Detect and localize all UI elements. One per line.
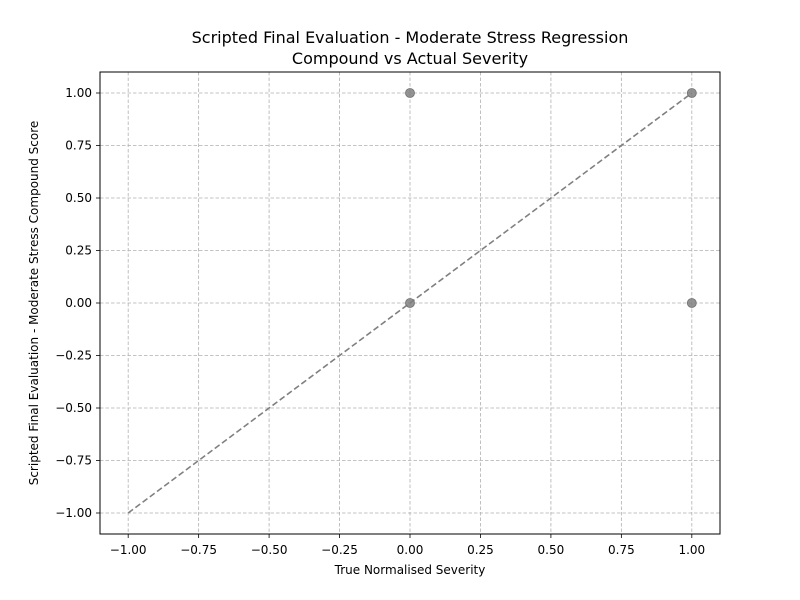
y-tick-label: −0.50: [55, 401, 92, 415]
data-point: [686, 88, 697, 98]
y-tick-label: 0.25: [65, 244, 92, 258]
chart-subtitle: Compound vs Actual Severity: [292, 49, 528, 68]
y-tick-label: −0.25: [55, 349, 92, 363]
data-point: [405, 88, 415, 98]
x-tick-label: −0.25: [321, 543, 358, 557]
y-tick-label: 0.00: [65, 296, 92, 310]
data-point: [405, 298, 415, 308]
x-tick-label: −0.50: [251, 543, 288, 557]
x-tick-label: 0.75: [608, 543, 635, 557]
x-axis-label: True Normalised Severity: [334, 563, 486, 577]
axis-ticks: −1.00 −0.75 −0.50 −0.25 0.00 0.25 0.50 0.75 1.00…: [55, 86, 705, 557]
y-axis-label: Scripted Final Evaluation - Moderate Str…: [27, 121, 41, 486]
data-points: [405, 88, 697, 308]
data-point: [686, 298, 697, 308]
x-tick-label: 1.00: [678, 543, 705, 557]
x-tick-label: 0.50: [538, 543, 565, 557]
x-tick-label: 0.00: [397, 543, 424, 557]
y-tick-label: 1.00: [65, 86, 92, 100]
x-tick-label: −1.00: [110, 543, 147, 557]
chart-title: Scripted Final Evaluation - Moderate Str…: [192, 28, 629, 47]
y-tick-label: −1.00: [55, 506, 92, 520]
y-tick-label: 0.75: [65, 139, 92, 153]
x-tick-label: −0.75: [180, 543, 217, 557]
y-tick-label: −0.75: [55, 454, 92, 468]
y-tick-label: 0.50: [65, 191, 92, 205]
x-tick-label: 0.25: [467, 543, 494, 557]
